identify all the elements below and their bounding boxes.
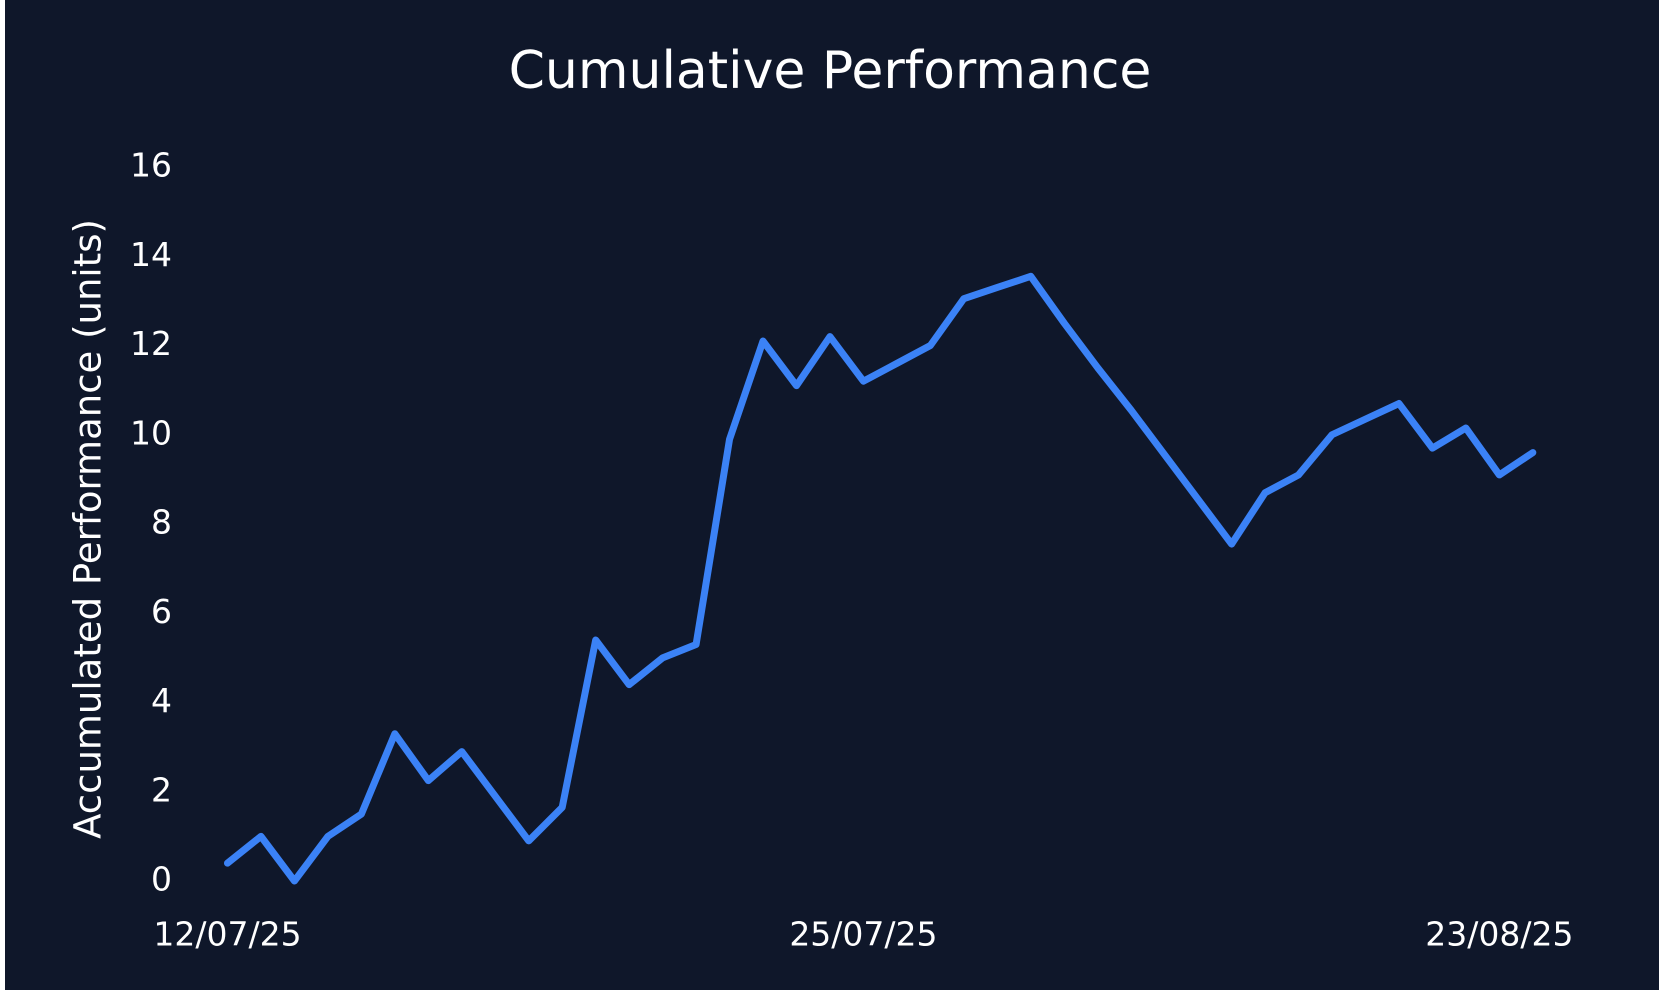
y-tick-label: 14 bbox=[130, 235, 172, 274]
y-tick-label: 4 bbox=[151, 681, 172, 720]
x-tick-label: 12/07/25 bbox=[153, 915, 301, 954]
y-tick-label: 8 bbox=[151, 503, 172, 542]
y-tick-label: 6 bbox=[151, 592, 172, 631]
x-tick-label: 25/07/25 bbox=[789, 915, 937, 954]
line bbox=[224, 272, 1537, 885]
x-tick-label: 23/08/25 bbox=[1425, 915, 1573, 954]
y-axis-label: Accumulated Performance (units) bbox=[67, 219, 110, 839]
background bbox=[5, 0, 1659, 990]
y-tick-label: 0 bbox=[151, 860, 172, 899]
y-tick-label: 10 bbox=[130, 413, 172, 452]
y-tick-label: 2 bbox=[151, 770, 172, 809]
y-tick-label: 12 bbox=[130, 324, 172, 363]
chart-title: Cumulative Performance bbox=[509, 41, 1152, 101]
y-tick-label: 16 bbox=[130, 146, 172, 185]
